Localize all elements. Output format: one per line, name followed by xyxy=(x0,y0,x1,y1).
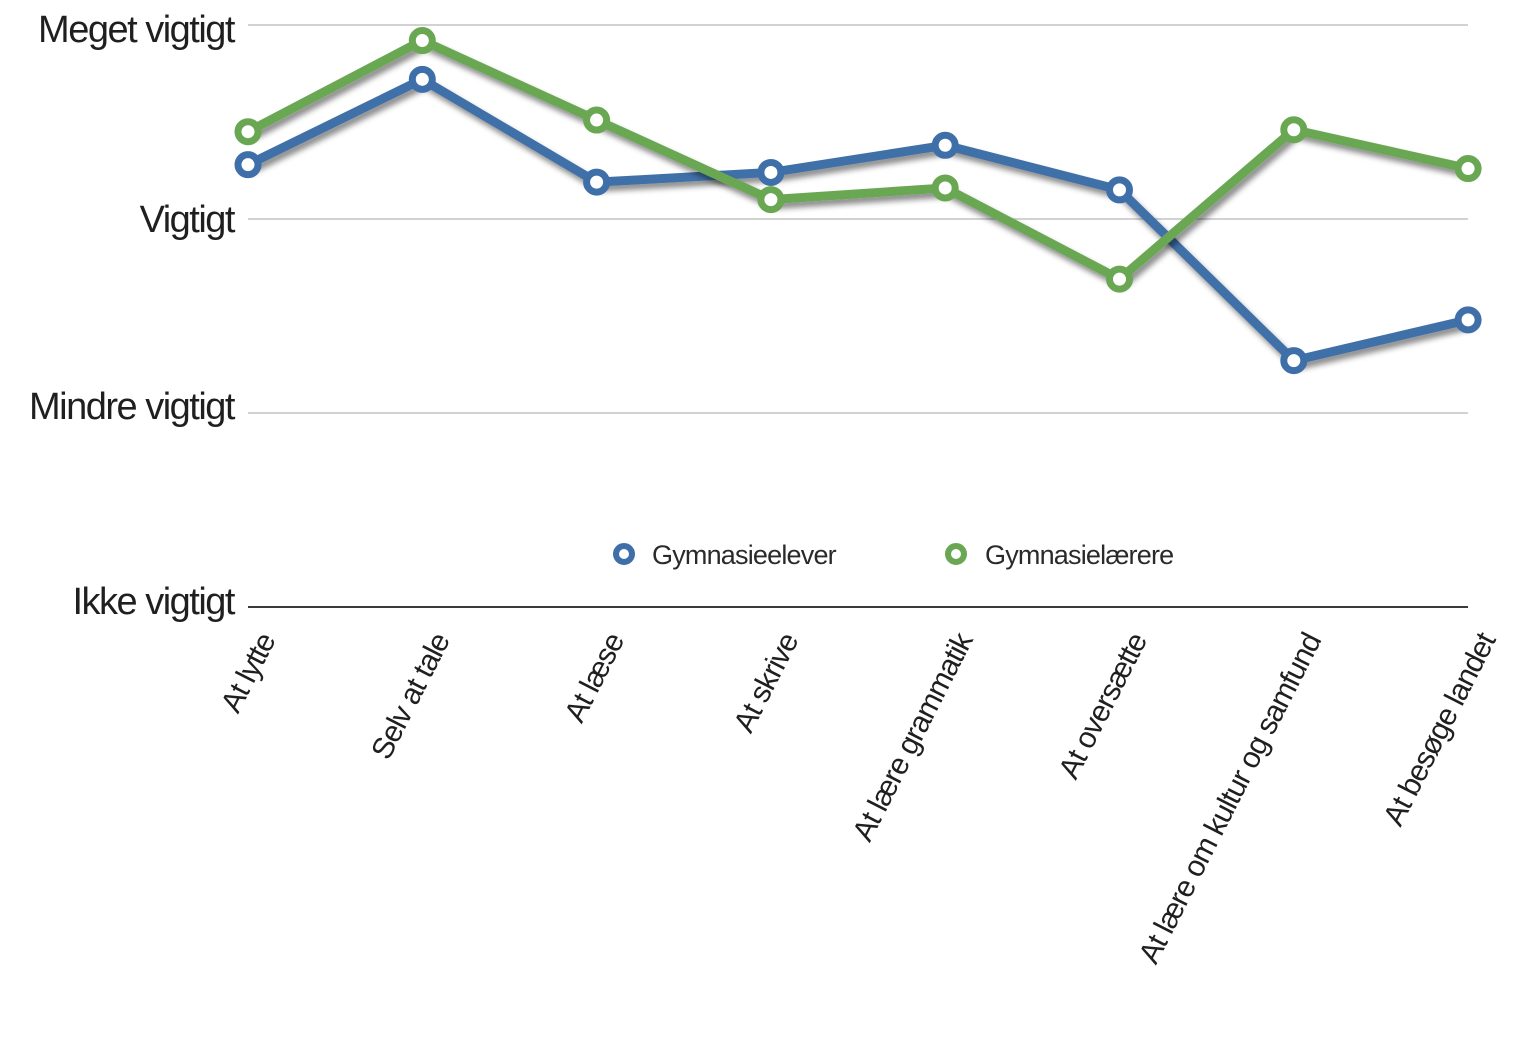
legend: Gymnasieelever Gymnasielærere xyxy=(613,540,1174,570)
legend-marker xyxy=(945,543,967,565)
data-point xyxy=(931,131,959,159)
y-tick-label: Ikke vigtigt xyxy=(72,581,235,623)
x-tick-label: At læse xyxy=(558,628,631,728)
x-tick-label: At besøge landet xyxy=(1377,627,1503,831)
y-tick-label: Vigtigt xyxy=(140,199,236,241)
data-point xyxy=(1280,347,1308,375)
data-point xyxy=(757,158,785,186)
x-tick-label: At lære om kultur og samfund xyxy=(1133,628,1328,969)
data-point xyxy=(931,174,959,202)
x-tick-label: At skrive xyxy=(728,628,806,738)
data-point xyxy=(1106,176,1133,204)
legend-label: Gymnasielærere xyxy=(985,540,1173,570)
data-point xyxy=(1454,306,1482,334)
data-point xyxy=(583,168,611,196)
x-tick-label: At lære grammatik xyxy=(846,626,980,846)
series-line xyxy=(243,74,1473,366)
x-tick-label: At lytte xyxy=(215,628,283,718)
legend-item: Gymnasieelever xyxy=(613,540,837,570)
series-line xyxy=(243,36,1473,284)
y-axis-tick-labels: Ikke vigtigt Mindre vigtigt Vigtigt Meget v… xyxy=(29,9,237,623)
x-tick-label: Selv at tale xyxy=(365,628,456,765)
data-point xyxy=(408,27,436,55)
series-2 xyxy=(234,27,1482,293)
data-point xyxy=(583,106,611,134)
series-lines xyxy=(234,27,1482,375)
gridlines xyxy=(248,24,1468,608)
data-point xyxy=(1106,265,1133,293)
data-point xyxy=(1454,155,1482,183)
data-point xyxy=(1280,116,1308,144)
x-axis-tick-labels: At lytte Selv at tale At læse At skrive At l… xyxy=(215,626,1503,968)
series-1 xyxy=(234,65,1482,375)
data-point xyxy=(234,118,262,146)
data-point xyxy=(408,65,436,93)
y-tick-label: Meget vigtigt xyxy=(38,9,236,51)
y-tick-label: Mindre vigtigt xyxy=(29,386,236,428)
legend-label: Gymnasieelever xyxy=(652,540,837,570)
data-point xyxy=(234,151,262,179)
x-tick-label: At oversætte xyxy=(1053,628,1154,784)
legend-marker xyxy=(613,543,635,565)
data-point xyxy=(757,186,785,214)
legend-item: Gymnasielærere xyxy=(945,540,1174,570)
